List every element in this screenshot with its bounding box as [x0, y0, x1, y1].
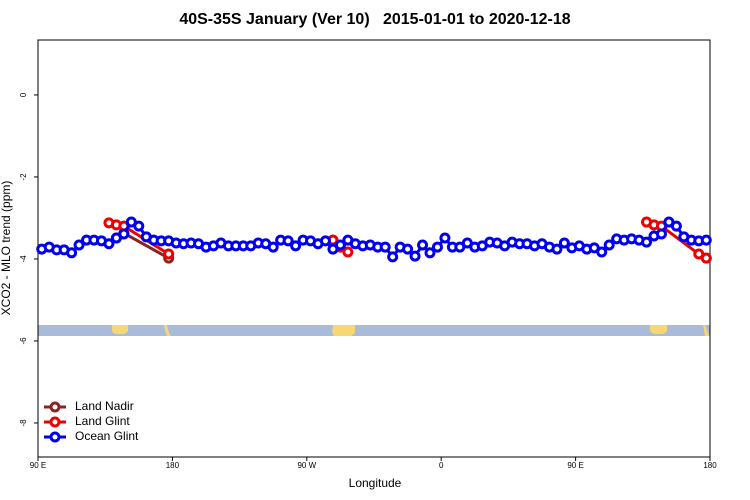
data-point: [103, 238, 115, 250]
data-point: [417, 239, 429, 251]
data-point: [431, 241, 443, 253]
data-point: [700, 234, 712, 246]
legend-marker: [49, 401, 61, 413]
data-point: [439, 232, 451, 244]
data-point: [133, 220, 145, 232]
data-point: [387, 251, 399, 263]
x-tick-label: 90 E: [30, 461, 46, 470]
x-tick-label: 90 E: [567, 461, 583, 470]
land: [650, 325, 667, 335]
legend-label: Ocean Glint: [75, 429, 139, 443]
x-tick-label: 180: [166, 461, 180, 470]
data-point: [319, 235, 331, 247]
data-point: [73, 239, 85, 251]
data-point: [282, 235, 294, 247]
data-point: [551, 243, 563, 255]
y-tick-label: -4: [19, 255, 28, 263]
data-point: [655, 228, 667, 240]
legend-marker: [49, 416, 61, 428]
land: [164, 325, 171, 336]
data-point: [118, 228, 130, 240]
data-point: [641, 236, 653, 248]
y-axis-label: XCO2 - MLO trend (ppm): [0, 181, 13, 316]
data-point: [558, 237, 570, 249]
y-tick-label: -8: [19, 419, 28, 427]
land: [703, 325, 710, 336]
data-point: [402, 243, 414, 255]
legend-label: Land Glint: [75, 414, 130, 428]
x-tick-label: 90 W: [297, 461, 316, 470]
legend-label: Land Nadir: [75, 399, 134, 413]
data-point: [163, 248, 175, 260]
data-point: [290, 240, 302, 252]
y-tick-label: 0: [19, 92, 28, 97]
data-point: [424, 247, 436, 259]
chart-title: 40S-35S January (Ver 10) 2015-01-01 to 2…: [179, 11, 570, 28]
data-point: [670, 220, 682, 232]
x-tick-label: 180: [703, 461, 717, 470]
land: [332, 325, 355, 336]
data-point: [334, 239, 346, 251]
x-tick-label: 0: [439, 461, 444, 470]
legend-marker: [49, 431, 61, 443]
y-tick-label: -2: [19, 173, 28, 181]
map-strip: [38, 325, 710, 336]
data-point: [596, 246, 608, 258]
data-point: [700, 252, 712, 264]
data-point: [342, 246, 354, 258]
ocean-strip: [38, 325, 710, 336]
y-tick-label: -6: [19, 337, 28, 345]
data-point: [409, 250, 421, 262]
x-axis-label: Longitude: [349, 476, 402, 490]
data-point: [267, 241, 279, 253]
data-point: [379, 241, 391, 253]
land: [112, 325, 128, 335]
data-point: [66, 247, 78, 259]
data-point: [603, 239, 615, 251]
